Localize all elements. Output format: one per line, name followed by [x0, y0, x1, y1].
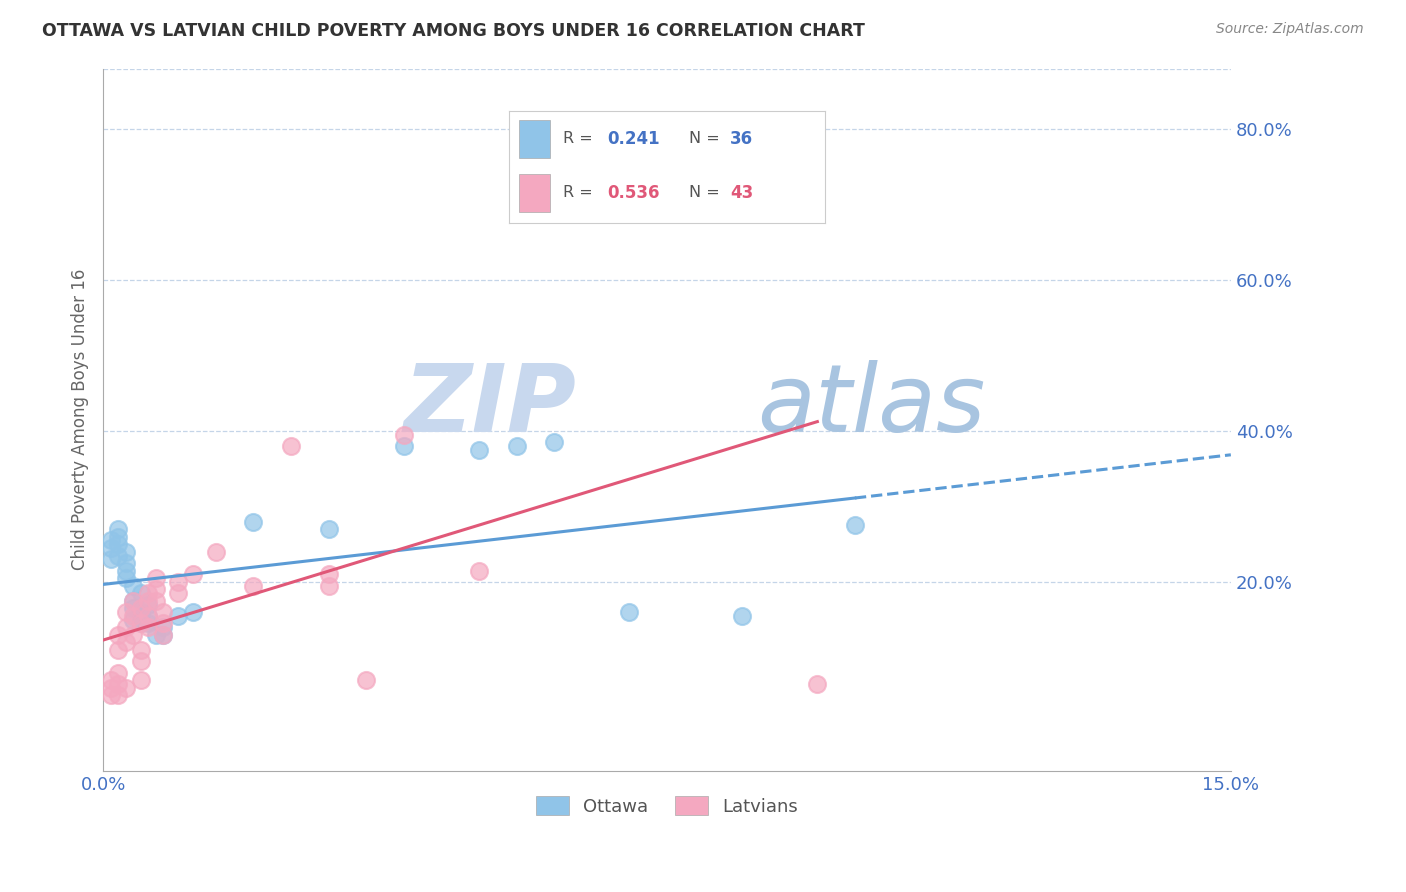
Point — [100, 541, 122, 555]
Point — [242, 515, 264, 529]
Point — [129, 605, 152, 619]
Point — [129, 608, 152, 623]
Text: atlas: atlas — [758, 360, 986, 451]
Point — [129, 654, 152, 668]
Point — [167, 608, 190, 623]
Point — [183, 567, 205, 582]
Point — [129, 616, 152, 631]
Point — [152, 628, 174, 642]
Point — [114, 620, 136, 634]
Point — [152, 605, 174, 619]
Point — [100, 681, 122, 695]
Point — [136, 598, 159, 612]
Point — [505, 439, 527, 453]
Point — [107, 677, 129, 691]
Point — [152, 620, 174, 634]
Point — [318, 522, 340, 536]
Point — [107, 530, 129, 544]
Point — [107, 643, 129, 657]
Point — [114, 605, 136, 619]
Point — [468, 564, 491, 578]
Point — [107, 628, 129, 642]
Point — [183, 605, 205, 619]
Point — [114, 571, 136, 585]
Point — [731, 608, 754, 623]
Point — [145, 628, 167, 642]
Point — [107, 522, 129, 536]
Point — [152, 628, 174, 642]
Point — [280, 439, 302, 453]
Point — [731, 182, 754, 196]
Point — [114, 635, 136, 649]
Point — [122, 608, 145, 623]
Point — [114, 564, 136, 578]
Point — [107, 537, 129, 551]
Point — [318, 579, 340, 593]
Point — [806, 677, 828, 691]
Point — [100, 673, 122, 687]
Point — [122, 628, 145, 642]
Point — [392, 427, 415, 442]
Point — [318, 567, 340, 582]
Point — [543, 435, 565, 450]
Point — [100, 552, 122, 566]
Point — [129, 616, 152, 631]
Point — [122, 594, 145, 608]
Text: ZIP: ZIP — [404, 359, 576, 451]
Point — [136, 586, 159, 600]
Point — [107, 688, 129, 702]
Point — [145, 582, 167, 597]
Point — [152, 616, 174, 631]
Point — [392, 439, 415, 453]
Point — [136, 608, 159, 623]
Y-axis label: Child Poverty Among Boys Under 16: Child Poverty Among Boys Under 16 — [72, 268, 89, 570]
Point — [136, 616, 159, 631]
Legend: Ottawa, Latvians: Ottawa, Latvians — [527, 788, 807, 825]
Point — [107, 549, 129, 563]
Point — [122, 579, 145, 593]
Point — [619, 605, 641, 619]
Point — [122, 594, 145, 608]
Point — [122, 601, 145, 615]
Point — [242, 579, 264, 593]
Point — [129, 586, 152, 600]
Point — [844, 518, 866, 533]
Point — [129, 601, 152, 615]
Point — [205, 545, 228, 559]
Point — [136, 594, 159, 608]
Point — [129, 673, 152, 687]
Point — [114, 545, 136, 559]
Point — [145, 594, 167, 608]
Point — [468, 442, 491, 457]
Text: Source: ZipAtlas.com: Source: ZipAtlas.com — [1216, 22, 1364, 37]
Point — [122, 613, 145, 627]
Point — [145, 571, 167, 585]
Point — [107, 665, 129, 680]
Text: OTTAWA VS LATVIAN CHILD POVERTY AMONG BOYS UNDER 16 CORRELATION CHART: OTTAWA VS LATVIAN CHILD POVERTY AMONG BO… — [42, 22, 865, 40]
Point — [100, 688, 122, 702]
Point — [136, 608, 159, 623]
Point — [129, 643, 152, 657]
Point — [114, 556, 136, 570]
Point — [167, 574, 190, 589]
Point — [136, 620, 159, 634]
Point — [167, 586, 190, 600]
Point — [354, 673, 377, 687]
Point — [114, 681, 136, 695]
Point — [100, 533, 122, 548]
